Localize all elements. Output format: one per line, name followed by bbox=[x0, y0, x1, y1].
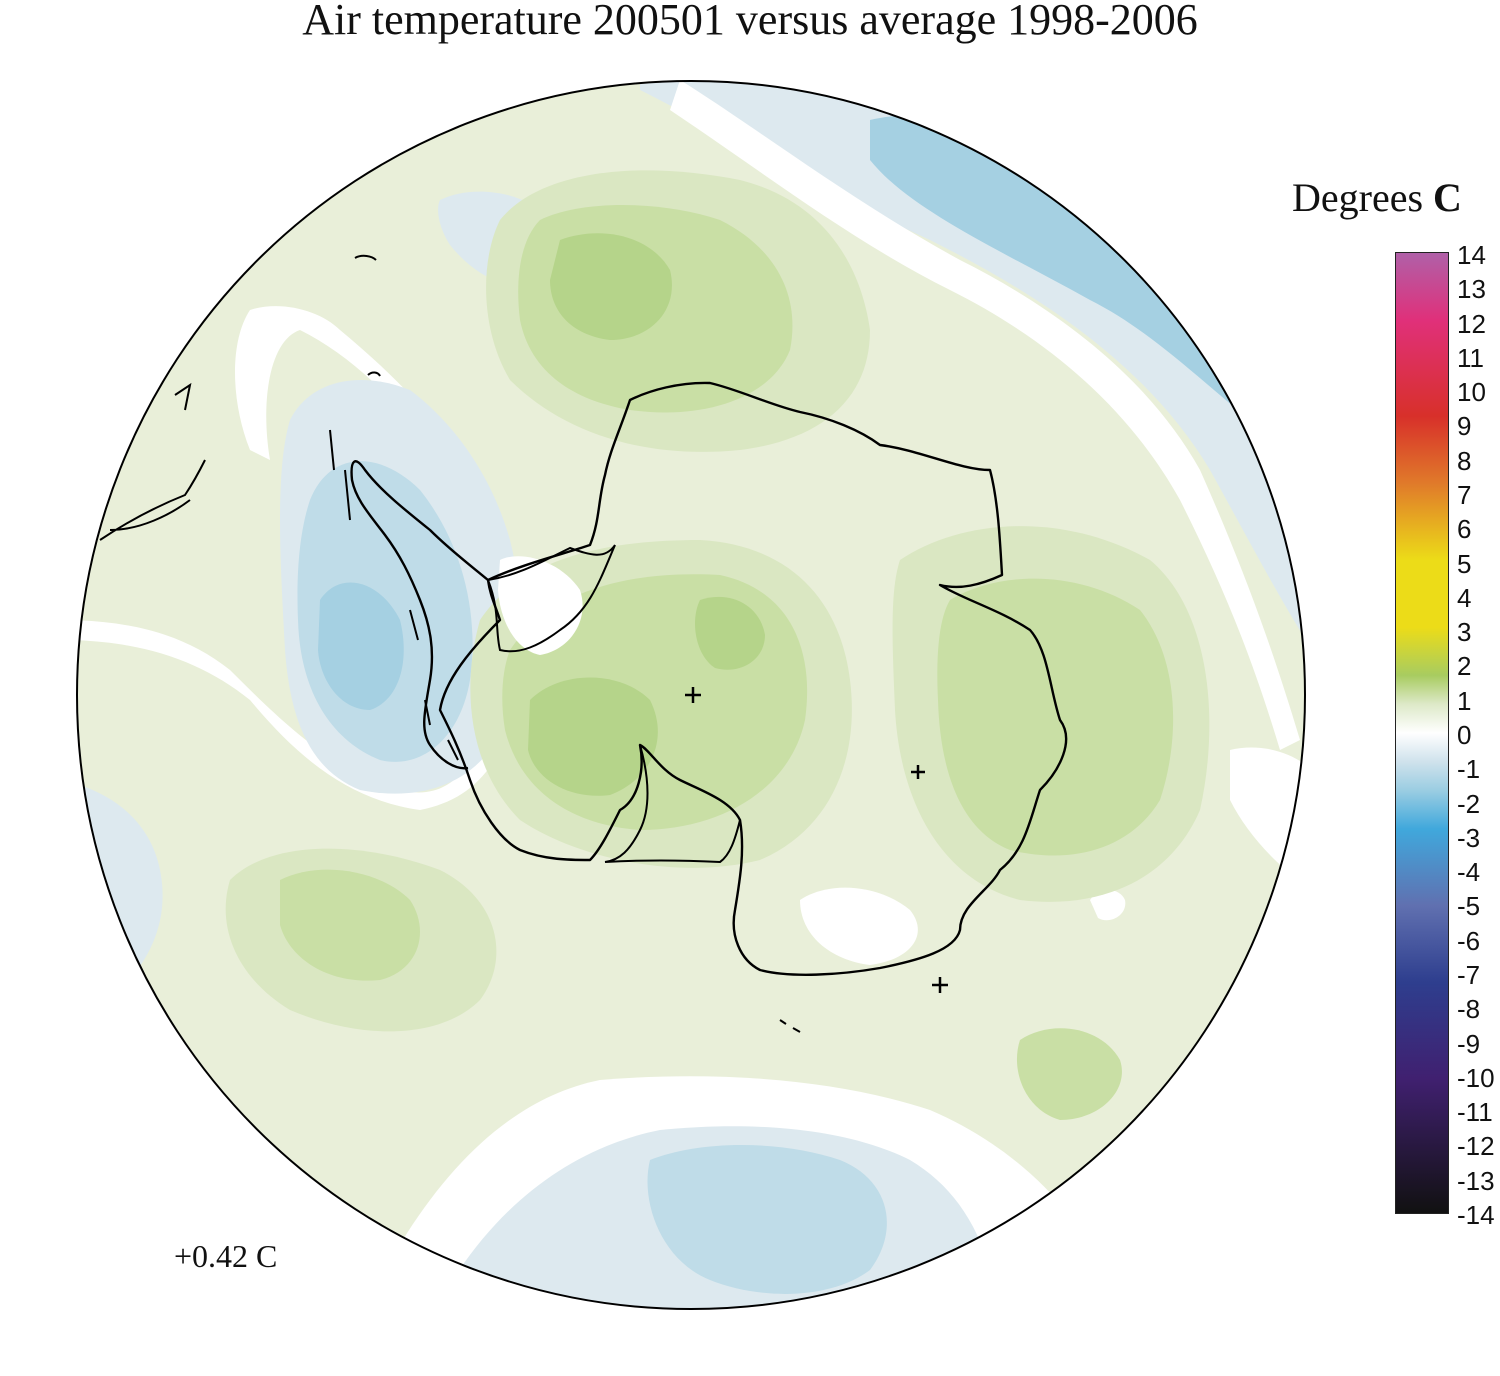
anomaly-positive-peak-north bbox=[550, 233, 672, 340]
anomaly-neutral-region-east bbox=[1230, 747, 1305, 900]
anomaly-positive-core-south-west bbox=[280, 869, 420, 981]
legend-tick-label: -10 bbox=[1457, 1062, 1495, 1093]
anomaly-neutral-band-north bbox=[670, 81, 1300, 750]
legend-tick-label: 1 bbox=[1457, 685, 1472, 716]
legend-tick-label: 11 bbox=[1457, 342, 1484, 373]
legend-tick-label: -1 bbox=[1457, 754, 1481, 785]
peninsula-islands bbox=[329, 429, 459, 761]
anomaly-positive-peak-central bbox=[528, 677, 658, 796]
station-marker-coast bbox=[932, 977, 948, 993]
anomaly-positive-core-east bbox=[937, 578, 1174, 856]
antarctica-coastline bbox=[438, 381, 1068, 976]
legend-tick-label: -9 bbox=[1457, 1028, 1481, 1059]
legend-tick-label: 12 bbox=[1457, 308, 1486, 339]
legend-tick-label: -13 bbox=[1457, 1165, 1495, 1196]
legend-tick-label: -3 bbox=[1457, 822, 1481, 853]
anomaly-positive-region-south-east bbox=[1016, 1028, 1122, 1120]
small-island-3 bbox=[779, 1019, 801, 1033]
legend-tick-label: -7 bbox=[1457, 960, 1481, 990]
anomaly-negative-core-north bbox=[870, 114, 1250, 421]
legend-tick-label: 10 bbox=[1457, 377, 1486, 408]
south-america-coastline bbox=[99, 382, 206, 541]
legend-tick-label: 6 bbox=[1457, 514, 1472, 545]
legend-colorbar bbox=[1395, 252, 1449, 1214]
legend-tick-label: 5 bbox=[1457, 548, 1472, 579]
station-marker-vostok bbox=[911, 765, 925, 779]
legend-tick-label: 8 bbox=[1457, 445, 1472, 476]
anomaly-field bbox=[77, 81, 1305, 1309]
anomaly-negative-core-peninsula-2 bbox=[318, 582, 404, 710]
small-island-1 bbox=[354, 254, 377, 261]
legend-tick-label: 14 bbox=[1457, 240, 1486, 270]
legend-tick-label: -14 bbox=[1457, 1200, 1495, 1230]
small-island-2 bbox=[367, 371, 381, 377]
mean-anomaly-label: +0.42 C bbox=[174, 1238, 278, 1274]
legend-tick-label: -2 bbox=[1457, 788, 1481, 819]
ross-ice-shelf bbox=[604, 744, 741, 864]
legend-tick-label: -8 bbox=[1457, 994, 1481, 1025]
antarctic-peninsula-coastline bbox=[350, 460, 489, 770]
legend-tick-label: 3 bbox=[1457, 617, 1472, 648]
polar-disk-border bbox=[76, 80, 1306, 1310]
legend-tick-label: 13 bbox=[1457, 274, 1486, 305]
chart-title: Air temperature 200501 versus average 19… bbox=[302, 0, 1198, 44]
legend-tick-label: 2 bbox=[1457, 651, 1472, 682]
legend-title-unit: Degrees bbox=[1292, 175, 1424, 220]
legend-tick-label: -12 bbox=[1457, 1131, 1495, 1162]
legend-tick-label: -6 bbox=[1457, 925, 1481, 956]
legend-tick-label: -5 bbox=[1457, 891, 1481, 922]
legend-title: Degrees C bbox=[1292, 174, 1462, 221]
station-marker-south-pole bbox=[685, 687, 701, 703]
legend-tick-label: 4 bbox=[1457, 582, 1472, 613]
anomaly-positive-peak-central-2 bbox=[695, 596, 765, 670]
legend-tick-label: 9 bbox=[1457, 411, 1472, 442]
anomaly-neutral-patch-weddell bbox=[498, 556, 583, 655]
anomaly-neutral-spot-east bbox=[1090, 889, 1126, 921]
legend-tick-label: 0 bbox=[1457, 720, 1472, 750]
legend-tick-label: -11 bbox=[1457, 1097, 1493, 1128]
weddell-ice-shelf bbox=[486, 544, 616, 653]
legend-tick-label: -4 bbox=[1457, 857, 1481, 888]
legend-title-unit-symbol: C bbox=[1433, 175, 1462, 220]
legend-tick-label: 7 bbox=[1457, 480, 1472, 510]
anomaly-negative-core-south bbox=[647, 1145, 887, 1294]
anomaly-neutral-patch-ross bbox=[800, 887, 918, 965]
